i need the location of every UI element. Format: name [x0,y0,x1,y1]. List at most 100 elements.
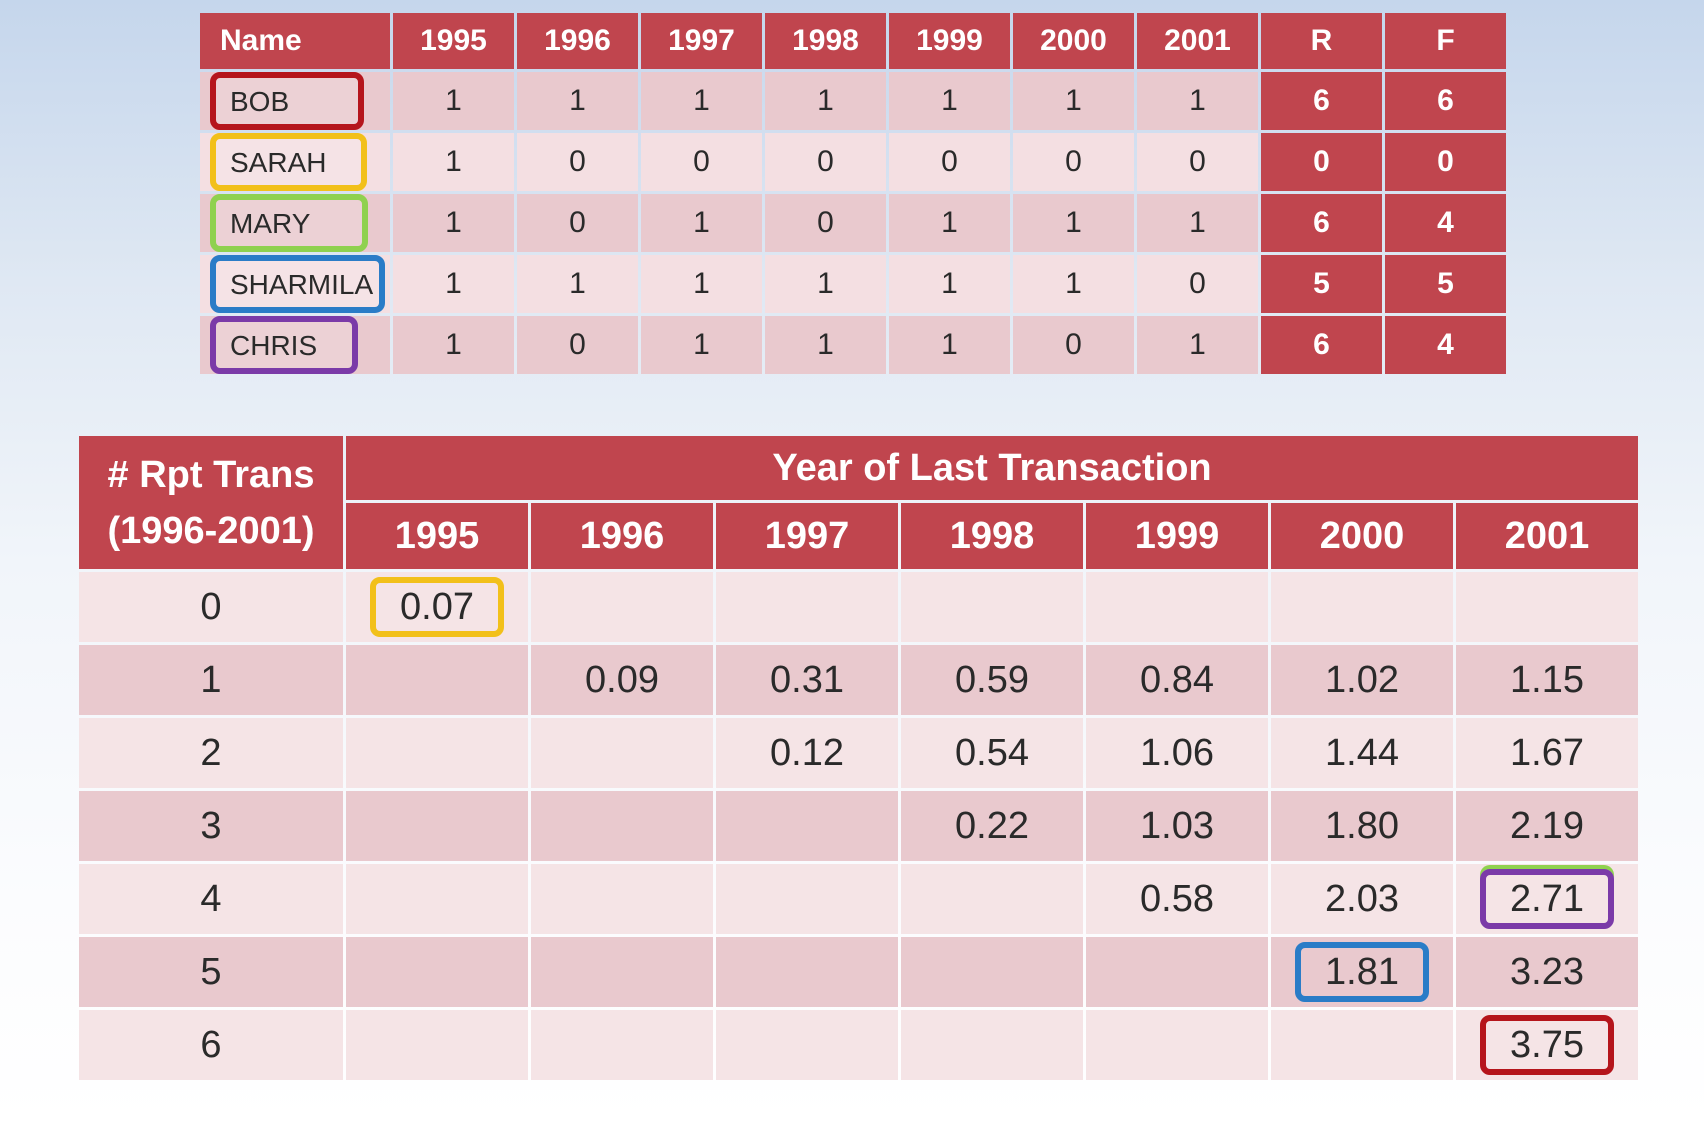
customer-transaction-table: Name 1995 1996 1997 1998 1999 2000 2001 R F BOB 1 1… [197,10,1509,377]
year-flag-cell: 1 [393,194,514,252]
year-flag-cell: 1 [393,72,514,130]
f-score-cell: 5 [1385,255,1506,313]
header-1999: 1999 [889,13,1010,69]
score-cell [346,645,528,715]
rpt-trans-count-cell: 1 [79,645,343,715]
score-cell: 0.22 [901,791,1083,861]
score-cell [901,864,1083,934]
year-flag-cell: 1 [765,316,886,374]
year-flag-cell: 1 [641,72,762,130]
r-score-cell: 5 [1261,255,1382,313]
year-header-1998: 1998 [901,503,1083,569]
score-cell: 0.84 [1086,645,1268,715]
customer-row-sarah: SARAH 1 0 0 0 0 0 0 0 0 [200,133,1506,191]
year-flag-cell: 0 [517,316,638,374]
rpt-trans-row-4: 4 0.58 2.03 2.71 [79,864,1638,934]
year-header-2000: 2000 [1271,503,1453,569]
score-cell [531,791,713,861]
score-cell [531,718,713,788]
year-flag-cell: 1 [1013,72,1134,130]
r-score-cell: 6 [1261,194,1382,252]
score-cell [531,864,713,934]
year-flag-cell: 1 [1013,194,1134,252]
year-flag-cell: 1 [889,72,1010,130]
score-cell: 1.02 [1271,645,1453,715]
year-flag-cell: 1 [641,316,762,374]
year-header-1995: 1995 [346,503,528,569]
customer-name-cell: SHARMILA [200,255,390,313]
year-flag-cell: 1 [393,133,514,191]
header-1998: 1998 [765,13,886,69]
score-cell [716,864,898,934]
score-cell [1086,937,1268,1007]
customer-name-label: CHRIS [210,316,359,374]
score-cell: 2.03 [1271,864,1453,934]
score-cell: 1.81 [1271,937,1453,1007]
score-cell: 3.23 [1456,937,1638,1007]
year-flag-cell: 0 [641,133,762,191]
score-cell: 0.12 [716,718,898,788]
score-cell: 2.71 [1456,864,1638,934]
year-flag-cell: 0 [1137,255,1258,313]
year-flag-cell: 0 [517,194,638,252]
corner-line-1: # Rpt Trans [107,453,315,496]
year-flag-cell: 1 [393,255,514,313]
header-2000: 2000 [1013,13,1134,69]
r-score-cell: 6 [1261,72,1382,130]
score-cell: 0.59 [901,645,1083,715]
rpt-trans-count-cell: 2 [79,718,343,788]
customer-name-label: BOB [210,72,365,130]
r-score-cell: 0 [1261,133,1382,191]
score-cell [1086,572,1268,642]
rpt-trans-count-cell: 4 [79,864,343,934]
year-flag-cell: 0 [1137,133,1258,191]
score-cell [901,937,1083,1007]
rpt-trans-count-cell: 3 [79,791,343,861]
year-header-1997: 1997 [716,503,898,569]
header-name: Name [200,13,390,69]
score-cell: 1.80 [1271,791,1453,861]
rpt-trans-corner-header: # Rpt Trans (1996-2001) [79,436,343,569]
highlighted-score: 3.75 [1480,1015,1614,1075]
year-header-1996: 1996 [531,503,713,569]
year-flag-cell: 0 [517,133,638,191]
score-cell: 0.31 [716,645,898,715]
score-cell: 1.67 [1456,718,1638,788]
year-flag-cell: 0 [1013,316,1134,374]
customer-row-mary: MARY 1 0 1 0 1 1 1 6 4 [200,194,1506,252]
highlighted-score: 1.81 [1295,942,1429,1002]
customer-row-sharmila: SHARMILA 1 1 1 1 1 1 0 5 5 [200,255,1506,313]
header-r: R [1261,13,1382,69]
rpt-trans-row-5: 5 1.81 3.23 [79,937,1638,1007]
f-score-cell: 0 [1385,133,1506,191]
customer-row-chris: CHRIS 1 0 1 1 1 0 1 6 4 [200,316,1506,374]
header-f: F [1385,13,1506,69]
highlighted-score: 0.07 [370,577,504,637]
score-cell [531,937,713,1007]
score-cell [1271,572,1453,642]
rpt-trans-row-3: 3 0.22 1.03 1.80 2.19 [79,791,1638,861]
customer-name-label: MARY [210,194,369,252]
highlighted-score: 2.71 [1480,869,1614,929]
score-cell [901,572,1083,642]
score-cell: 1.03 [1086,791,1268,861]
score-cell [531,572,713,642]
year-flag-cell: 0 [889,133,1010,191]
year-flag-cell: 1 [517,255,638,313]
year-flag-cell: 1 [517,72,638,130]
score-cell [1456,572,1638,642]
score-cell [346,791,528,861]
customer-name-label: SHARMILA [210,255,386,313]
year-flag-cell: 0 [765,194,886,252]
year-flag-cell: 1 [765,72,886,130]
corner-line-2: (1996-2001) [107,509,315,552]
rpt-trans-row-2: 2 0.12 0.54 1.06 1.44 1.67 [79,718,1638,788]
rpt-trans-row-0: 0 0.07 [79,572,1638,642]
score-cell: 3.75 [1456,1010,1638,1080]
header-2001: 2001 [1137,13,1258,69]
year-flag-cell: 1 [641,255,762,313]
customer-name-label: SARAH [210,133,368,191]
top-table-header-row: Name 1995 1996 1997 1998 1999 2000 2001 R F [200,13,1506,69]
year-flag-cell: 0 [765,133,886,191]
score-cell: 1.06 [1086,718,1268,788]
